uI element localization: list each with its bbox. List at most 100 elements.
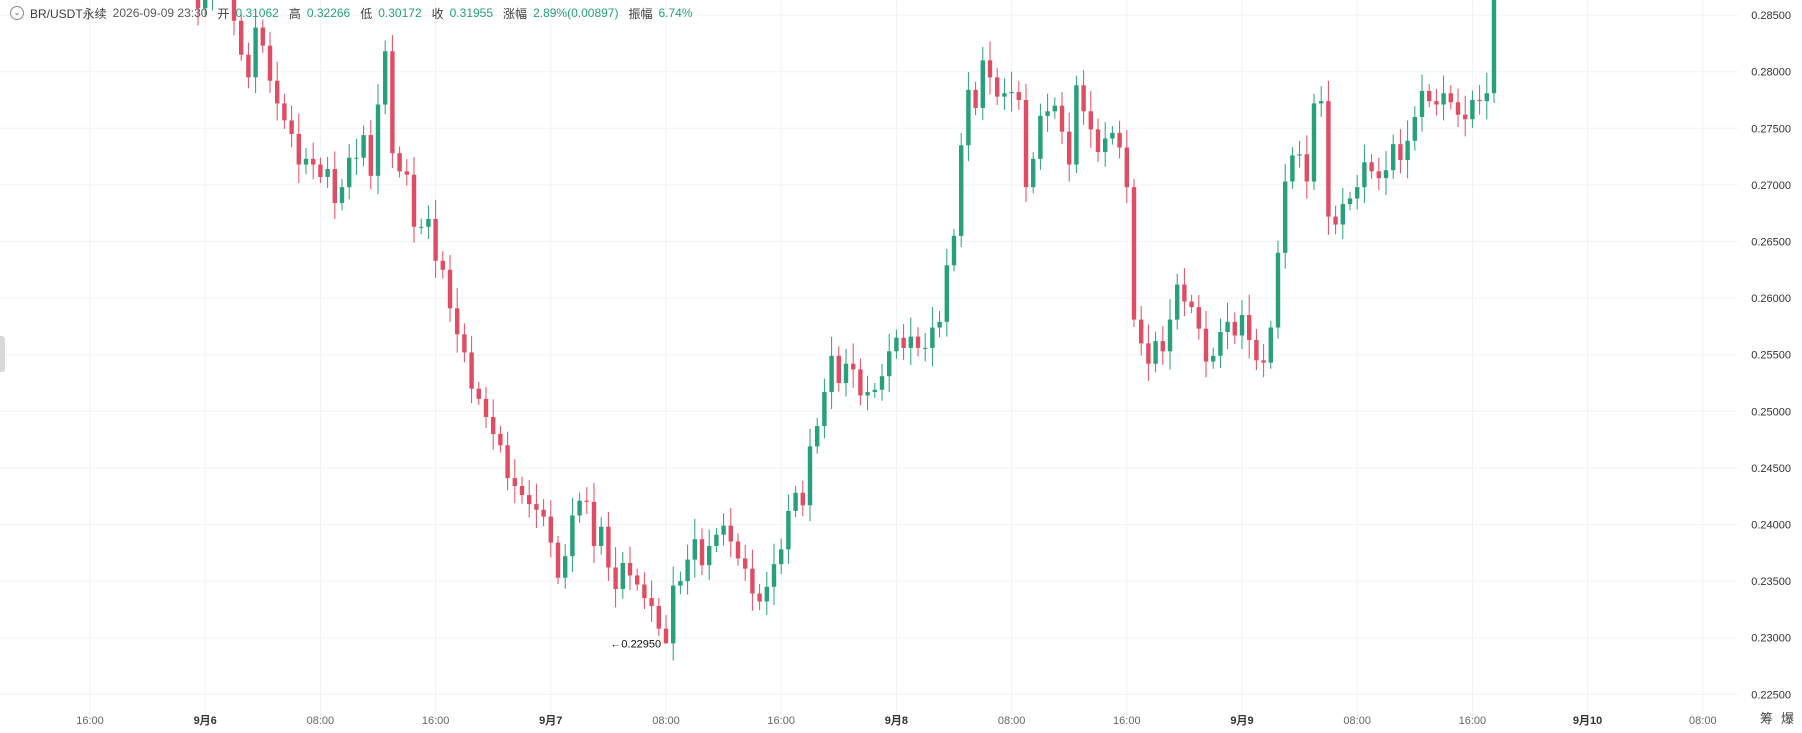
y-tick-label: 0.23500 — [1751, 576, 1791, 588]
candle-body — [815, 426, 820, 447]
candle-body — [1261, 360, 1266, 363]
candle-body — [483, 398, 489, 417]
candle-body — [944, 265, 949, 322]
candle-body — [656, 606, 661, 629]
candle-body — [527, 495, 532, 505]
candle-body — [469, 352, 474, 389]
candle-body — [1074, 85, 1079, 165]
y-tick-label: 0.27000 — [1751, 180, 1791, 192]
candle-body — [368, 135, 373, 176]
candle-body — [440, 260, 445, 270]
candle-body — [433, 218, 438, 261]
candle-body — [1117, 132, 1122, 148]
candle-body — [1441, 93, 1446, 105]
candle-body — [649, 598, 654, 607]
candle-body — [1182, 284, 1187, 302]
x-tick-label: 08:00 — [998, 715, 1026, 727]
candle-body — [721, 525, 726, 535]
candle-body — [606, 526, 611, 568]
x-tick-label: 16:00 — [1459, 715, 1487, 727]
candle-body — [786, 510, 791, 550]
candle-body — [1470, 100, 1475, 120]
candle-body — [1304, 154, 1309, 182]
change-value: 2.89%(0.00897) — [533, 6, 619, 20]
chip-distribution-button[interactable]: 筹 — [1759, 711, 1773, 726]
candle-body — [692, 539, 697, 560]
candle-body — [685, 559, 690, 582]
amplitude-label: 振幅 — [628, 6, 653, 21]
candle-body — [1491, 0, 1497, 94]
sidebar-toggle-handle[interactable] — [0, 336, 5, 372]
candle-body — [901, 337, 906, 348]
candle-body — [260, 27, 265, 46]
candle-body — [1297, 154, 1302, 156]
candle-body — [1002, 93, 1007, 97]
candle-body — [642, 584, 647, 599]
candle-body — [1095, 129, 1101, 153]
candle-body — [865, 392, 870, 396]
candle-body — [1139, 319, 1144, 344]
amplitude-value: 6.74% — [658, 6, 693, 20]
candle-body — [577, 500, 582, 516]
candle-body — [923, 347, 928, 349]
candle-body — [1167, 319, 1173, 352]
candle-body — [1391, 144, 1396, 171]
candle-body — [1153, 341, 1158, 364]
change-label: 涨幅 — [503, 6, 528, 21]
candle-body — [1247, 315, 1252, 340]
candle-body — [534, 504, 539, 510]
candle-body — [411, 174, 417, 227]
candle-body — [289, 120, 294, 134]
candle-body — [419, 226, 424, 228]
candle-body — [339, 187, 345, 204]
candle-body — [203, 0, 208, 9]
candle-body — [1225, 321, 1230, 333]
candle-body — [447, 269, 453, 309]
candle-body — [541, 509, 546, 517]
candle-body — [894, 337, 899, 352]
x-tick-label: 08:00 — [307, 715, 335, 727]
candle-body — [1477, 100, 1482, 102]
candle-body — [1369, 162, 1374, 172]
candle-body — [1124, 147, 1129, 188]
candle-body — [1110, 132, 1115, 139]
candle-body — [1160, 341, 1165, 352]
candle-body — [1239, 315, 1245, 336]
candle-body — [1463, 114, 1468, 120]
candle-body — [1412, 116, 1417, 141]
candle-body — [1088, 111, 1093, 130]
candle-body — [325, 169, 330, 177]
y-tick-label: 0.26000 — [1751, 293, 1791, 305]
candle-body — [397, 153, 402, 172]
candle-body — [851, 363, 856, 370]
candle-body — [1196, 307, 1201, 329]
candle-body — [915, 336, 921, 348]
x-tick-label: 16:00 — [76, 715, 104, 727]
candle-body — [1484, 93, 1489, 102]
collapse-icon[interactable]: ⌄ — [10, 6, 24, 20]
candle-body — [239, 20, 244, 55]
candle-body — [555, 542, 561, 578]
candle-body — [959, 145, 964, 236]
x-tick-label: 16:00 — [422, 715, 450, 727]
x-tick-label: 08:00 — [652, 715, 680, 727]
candle-body — [1448, 93, 1453, 103]
high-label: 高 — [288, 6, 301, 21]
candle-body — [771, 564, 777, 587]
candle-body — [699, 539, 705, 566]
candle-body — [620, 562, 625, 590]
candle-body — [980, 60, 985, 108]
candle-body — [887, 351, 892, 377]
candle-body — [1268, 327, 1273, 363]
candle-body — [332, 169, 337, 204]
liquidation-button[interactable]: 爆 — [1780, 711, 1794, 726]
candle-body — [1031, 158, 1036, 188]
candle-body — [671, 585, 676, 644]
candle-body — [354, 157, 359, 159]
x-tick-label: 9月9 — [1230, 714, 1253, 727]
candle-body — [267, 45, 273, 81]
candle-body — [879, 376, 885, 390]
y-tick-label: 0.27500 — [1751, 123, 1791, 135]
candle-body — [1254, 339, 1259, 361]
